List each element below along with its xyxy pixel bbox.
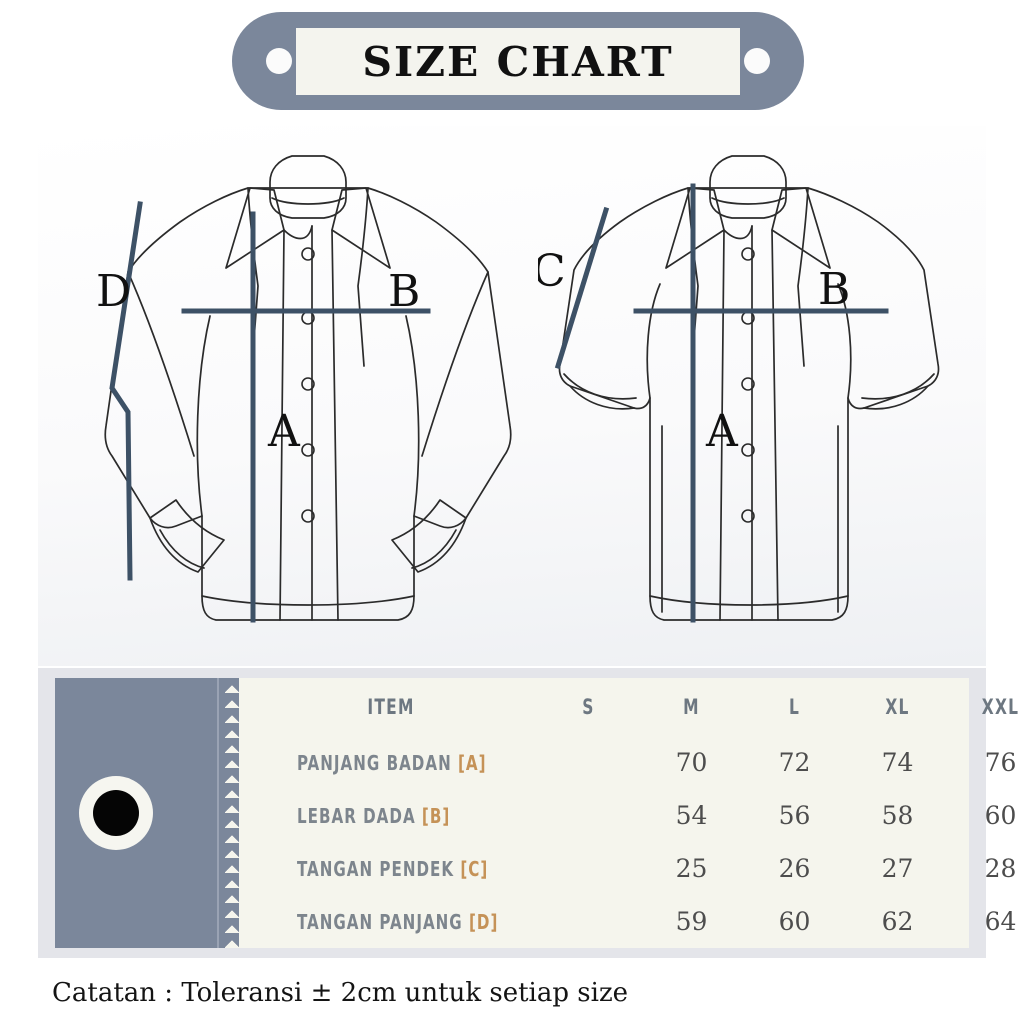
table-header-row: ITEM S M L XL XXL [245, 678, 1024, 736]
cell-s [537, 895, 640, 948]
long-sleeve-shirt-diagram: A B D [98, 155, 512, 623]
label-c: C [538, 246, 566, 297]
table-row: PANJANG BADAN [A] 70 72 74 76 [245, 736, 1024, 789]
measure-line-c [554, 206, 610, 370]
measure-line-d [109, 201, 143, 581]
header-label-paper: SIZE CHART [291, 22, 745, 101]
label-b: B [818, 264, 850, 315]
illustration-panel: A B D [38, 126, 986, 666]
cell-l: 72 [778, 748, 811, 777]
tolerance-note: Catatan : Toleransi ± 2cm untuk setiap s… [52, 978, 629, 1008]
zigzag-edge-left [225, 678, 239, 948]
cell-l: 26 [778, 854, 811, 883]
label-a: A [267, 406, 301, 457]
label-a: A [705, 406, 739, 457]
label-d: D [98, 266, 131, 317]
column-header-xxl: XXL [981, 695, 1020, 719]
page-title: SIZE CHART [362, 37, 674, 86]
eyelet-hole-left-icon [266, 48, 292, 74]
cell-xl: 62 [881, 907, 914, 936]
size-table-panel: ITEM S M L XL XXL PANJANG BADAN [A] 70 7… [38, 668, 1018, 958]
measure-code: [D] [468, 909, 499, 934]
tag-edge-line [217, 678, 219, 948]
cell-m: 25 [675, 854, 708, 883]
measurement-lines [554, 183, 889, 623]
cell-l: 60 [778, 907, 811, 936]
cell-l: 56 [778, 801, 811, 830]
measure-code: [B] [421, 803, 451, 828]
eyelet-hole-right-icon [744, 48, 770, 74]
size-table: ITEM S M L XL XXL PANJANG BADAN [A] 70 7… [245, 678, 1024, 948]
hang-tag [55, 678, 225, 948]
row-label-tangan-panjang: TANGAN PANJANG [D] [297, 909, 499, 934]
cell-s [537, 789, 640, 842]
short-sleeve-shirt-diagram: A B C [538, 155, 940, 623]
cell-xl: 27 [881, 854, 914, 883]
cell-s [537, 736, 640, 789]
column-header-item: ITEM [367, 695, 415, 719]
measure-code: [C] [460, 856, 489, 881]
cell-xl: 74 [881, 748, 914, 777]
cell-xxl: 64 [984, 907, 1017, 936]
cell-m: 59 [675, 907, 708, 936]
table-row: TANGAN PANJANG [D] 59 60 62 64 [245, 895, 1024, 948]
cell-s [537, 842, 640, 895]
cell-m: 70 [675, 748, 708, 777]
measurement-lines [109, 201, 431, 623]
cell-xl: 58 [881, 801, 914, 830]
row-label-lebar-dada: LEBAR DADA [B] [297, 803, 451, 828]
cell-xxl: 76 [984, 748, 1017, 777]
table-row: TANGAN PENDEK [C] 25 26 27 28 [245, 842, 1024, 895]
column-header-xl: XL [885, 695, 910, 719]
row-label-tangan-pendek: TANGAN PENDEK [C] [297, 856, 489, 881]
cell-m: 54 [675, 801, 708, 830]
table-row: LEBAR DADA [B] 54 56 58 60 [245, 789, 1024, 842]
size-table-sheet: ITEM S M L XL XXL PANJANG BADAN [A] 70 7… [225, 678, 1018, 948]
row-label-panjang-badan: PANJANG BADAN [A] [297, 750, 487, 775]
cell-xxl: 28 [984, 854, 1017, 883]
header-banner: SIZE CHART [232, 12, 804, 110]
label-b: B [388, 266, 420, 317]
measure-code: [A] [457, 750, 487, 775]
tag-eyelet-hole-icon [93, 790, 139, 836]
column-header-s: S [582, 695, 595, 719]
column-header-m: M [683, 695, 700, 719]
column-header-l: L [788, 695, 801, 719]
cell-xxl: 60 [984, 801, 1017, 830]
tag-eyelet-ring [79, 776, 153, 850]
